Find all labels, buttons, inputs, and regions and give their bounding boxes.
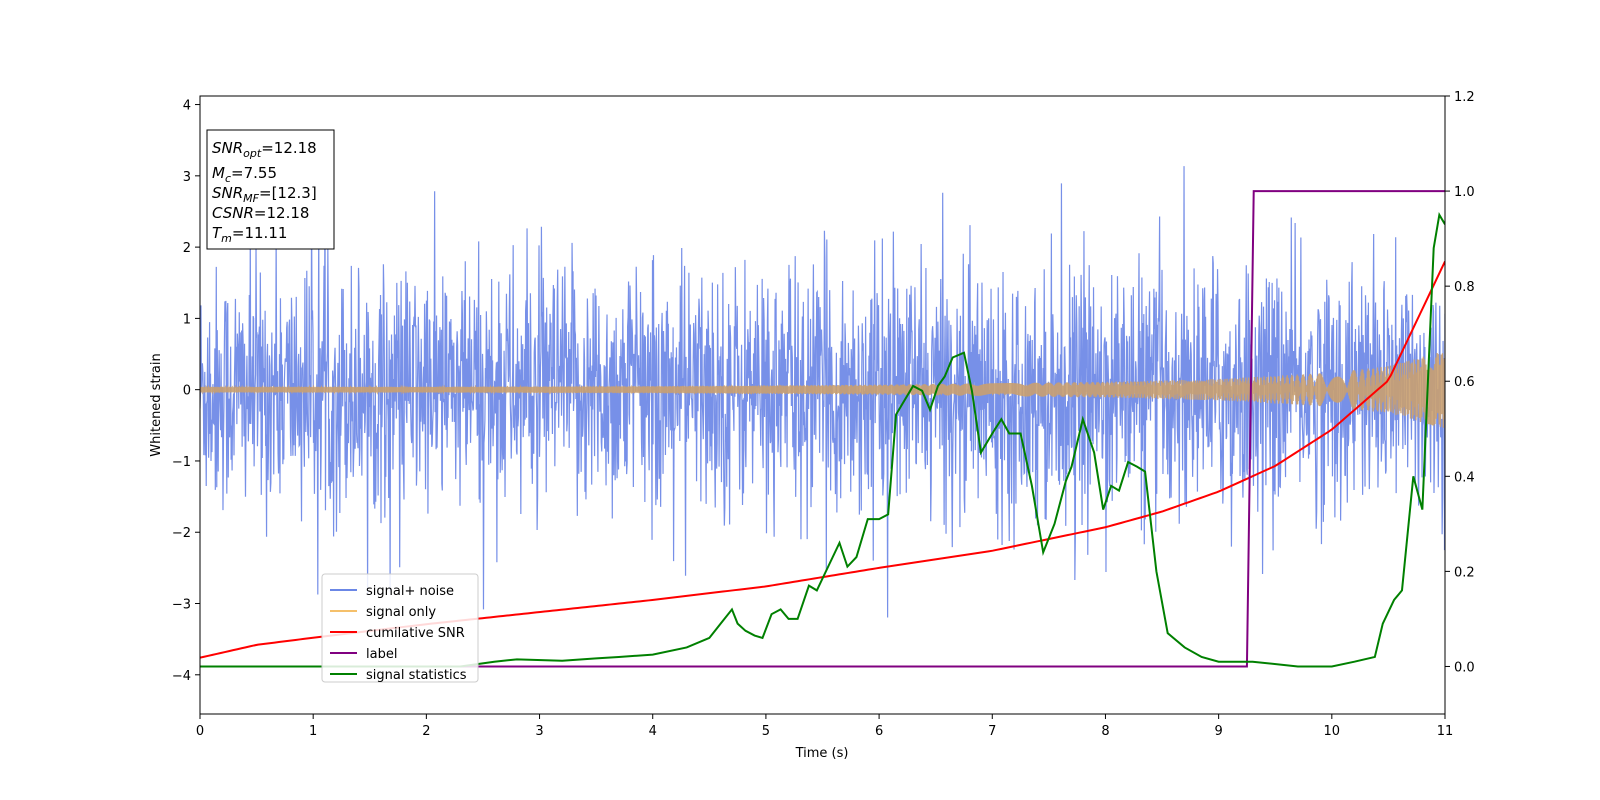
series-signal-only-line bbox=[200, 352, 1445, 428]
series-signal-statistics-line bbox=[200, 212, 1445, 668]
y-left-tick-label: 2 bbox=[183, 241, 191, 256]
y-left-tick-label: −1 bbox=[172, 455, 191, 470]
y-right-tick-label: 0.2 bbox=[1454, 565, 1475, 580]
info-box-line: SNRMF=[12.3] bbox=[212, 184, 317, 205]
legend-frame bbox=[321, 573, 479, 683]
x-tick-label: 7 bbox=[988, 724, 996, 739]
info-box-frame bbox=[206, 129, 335, 250]
info-box-lines: SNRopt=12.18 Mc=7.55SNRMF=[12.3]CSNR=12.1… bbox=[212, 139, 317, 245]
info-box-line: CSNR=12.18 bbox=[212, 204, 309, 222]
x-axis-label: Time (s) bbox=[795, 746, 849, 761]
y-left-tick-label: −4 bbox=[172, 669, 191, 684]
y-right-tick-label: 0.8 bbox=[1454, 280, 1475, 295]
info-box-line: SNRopt=12.18 bbox=[212, 139, 317, 160]
y-axis-label: Whitened strain bbox=[149, 353, 164, 456]
y-left-tick-label: 1 bbox=[183, 312, 191, 327]
series-label-line bbox=[200, 190, 1445, 668]
legend-label: signal+ noise bbox=[366, 584, 454, 599]
x-tick-label: 6 bbox=[875, 724, 883, 739]
legend-label: signal only bbox=[366, 605, 436, 620]
info-box-line: Tm=11.11 bbox=[212, 224, 287, 245]
x-tick-label: 10 bbox=[1324, 724, 1341, 739]
y-left-tick-label: −2 bbox=[172, 526, 191, 541]
x-tick-label: 3 bbox=[535, 724, 543, 739]
y-right-tick-label: 0.0 bbox=[1454, 660, 1475, 675]
y-left-tick-label: 0 bbox=[183, 384, 191, 399]
x-tick-label: 1 bbox=[309, 724, 317, 739]
legend-entries: signal+ noise signal only cumilative SNR la… bbox=[330, 584, 467, 683]
x-tick-label: 8 bbox=[1101, 724, 1109, 739]
y-left-tick-label: −3 bbox=[172, 598, 191, 613]
x-tick-label: 4 bbox=[649, 724, 657, 739]
y-right-tick-label: 0.4 bbox=[1454, 470, 1475, 485]
legend: signal+ noise signal only cumilative SNR la… bbox=[321, 573, 479, 683]
info-box-line: Mc=7.55 bbox=[212, 164, 277, 185]
y-right-tick-label: 1.2 bbox=[1454, 90, 1475, 105]
legend-label: cumilative SNR bbox=[366, 626, 465, 641]
x-tick-label: 11 bbox=[1437, 724, 1454, 739]
y-left-tick-label: 3 bbox=[183, 170, 191, 185]
legend-label: label bbox=[366, 647, 397, 662]
x-tick-label: 9 bbox=[1214, 724, 1222, 739]
y-left-tick-label: 4 bbox=[183, 99, 191, 114]
y-right-tick-label: 1.0 bbox=[1454, 185, 1475, 200]
info-box: SNRopt=12.18 Mc=7.55SNRMF=[12.3]CSNR=12.1… bbox=[206, 129, 335, 250]
x-tick-label: 2 bbox=[422, 724, 430, 739]
x-tick-label: 0 bbox=[196, 724, 204, 739]
axes-frame bbox=[199, 95, 1446, 715]
axis-ticks: 0 1 2 3 4 5 6 7 8 9 10 11 −4 −3 −2 −1 0 1 2 3 4 0.0 0.2 0.4 0.6 0… bbox=[172, 90, 1475, 739]
x-tick-label: 5 bbox=[762, 724, 770, 739]
y-right-tick-label: 0.6 bbox=[1454, 375, 1475, 390]
legend-label: signal statistics bbox=[366, 668, 467, 683]
